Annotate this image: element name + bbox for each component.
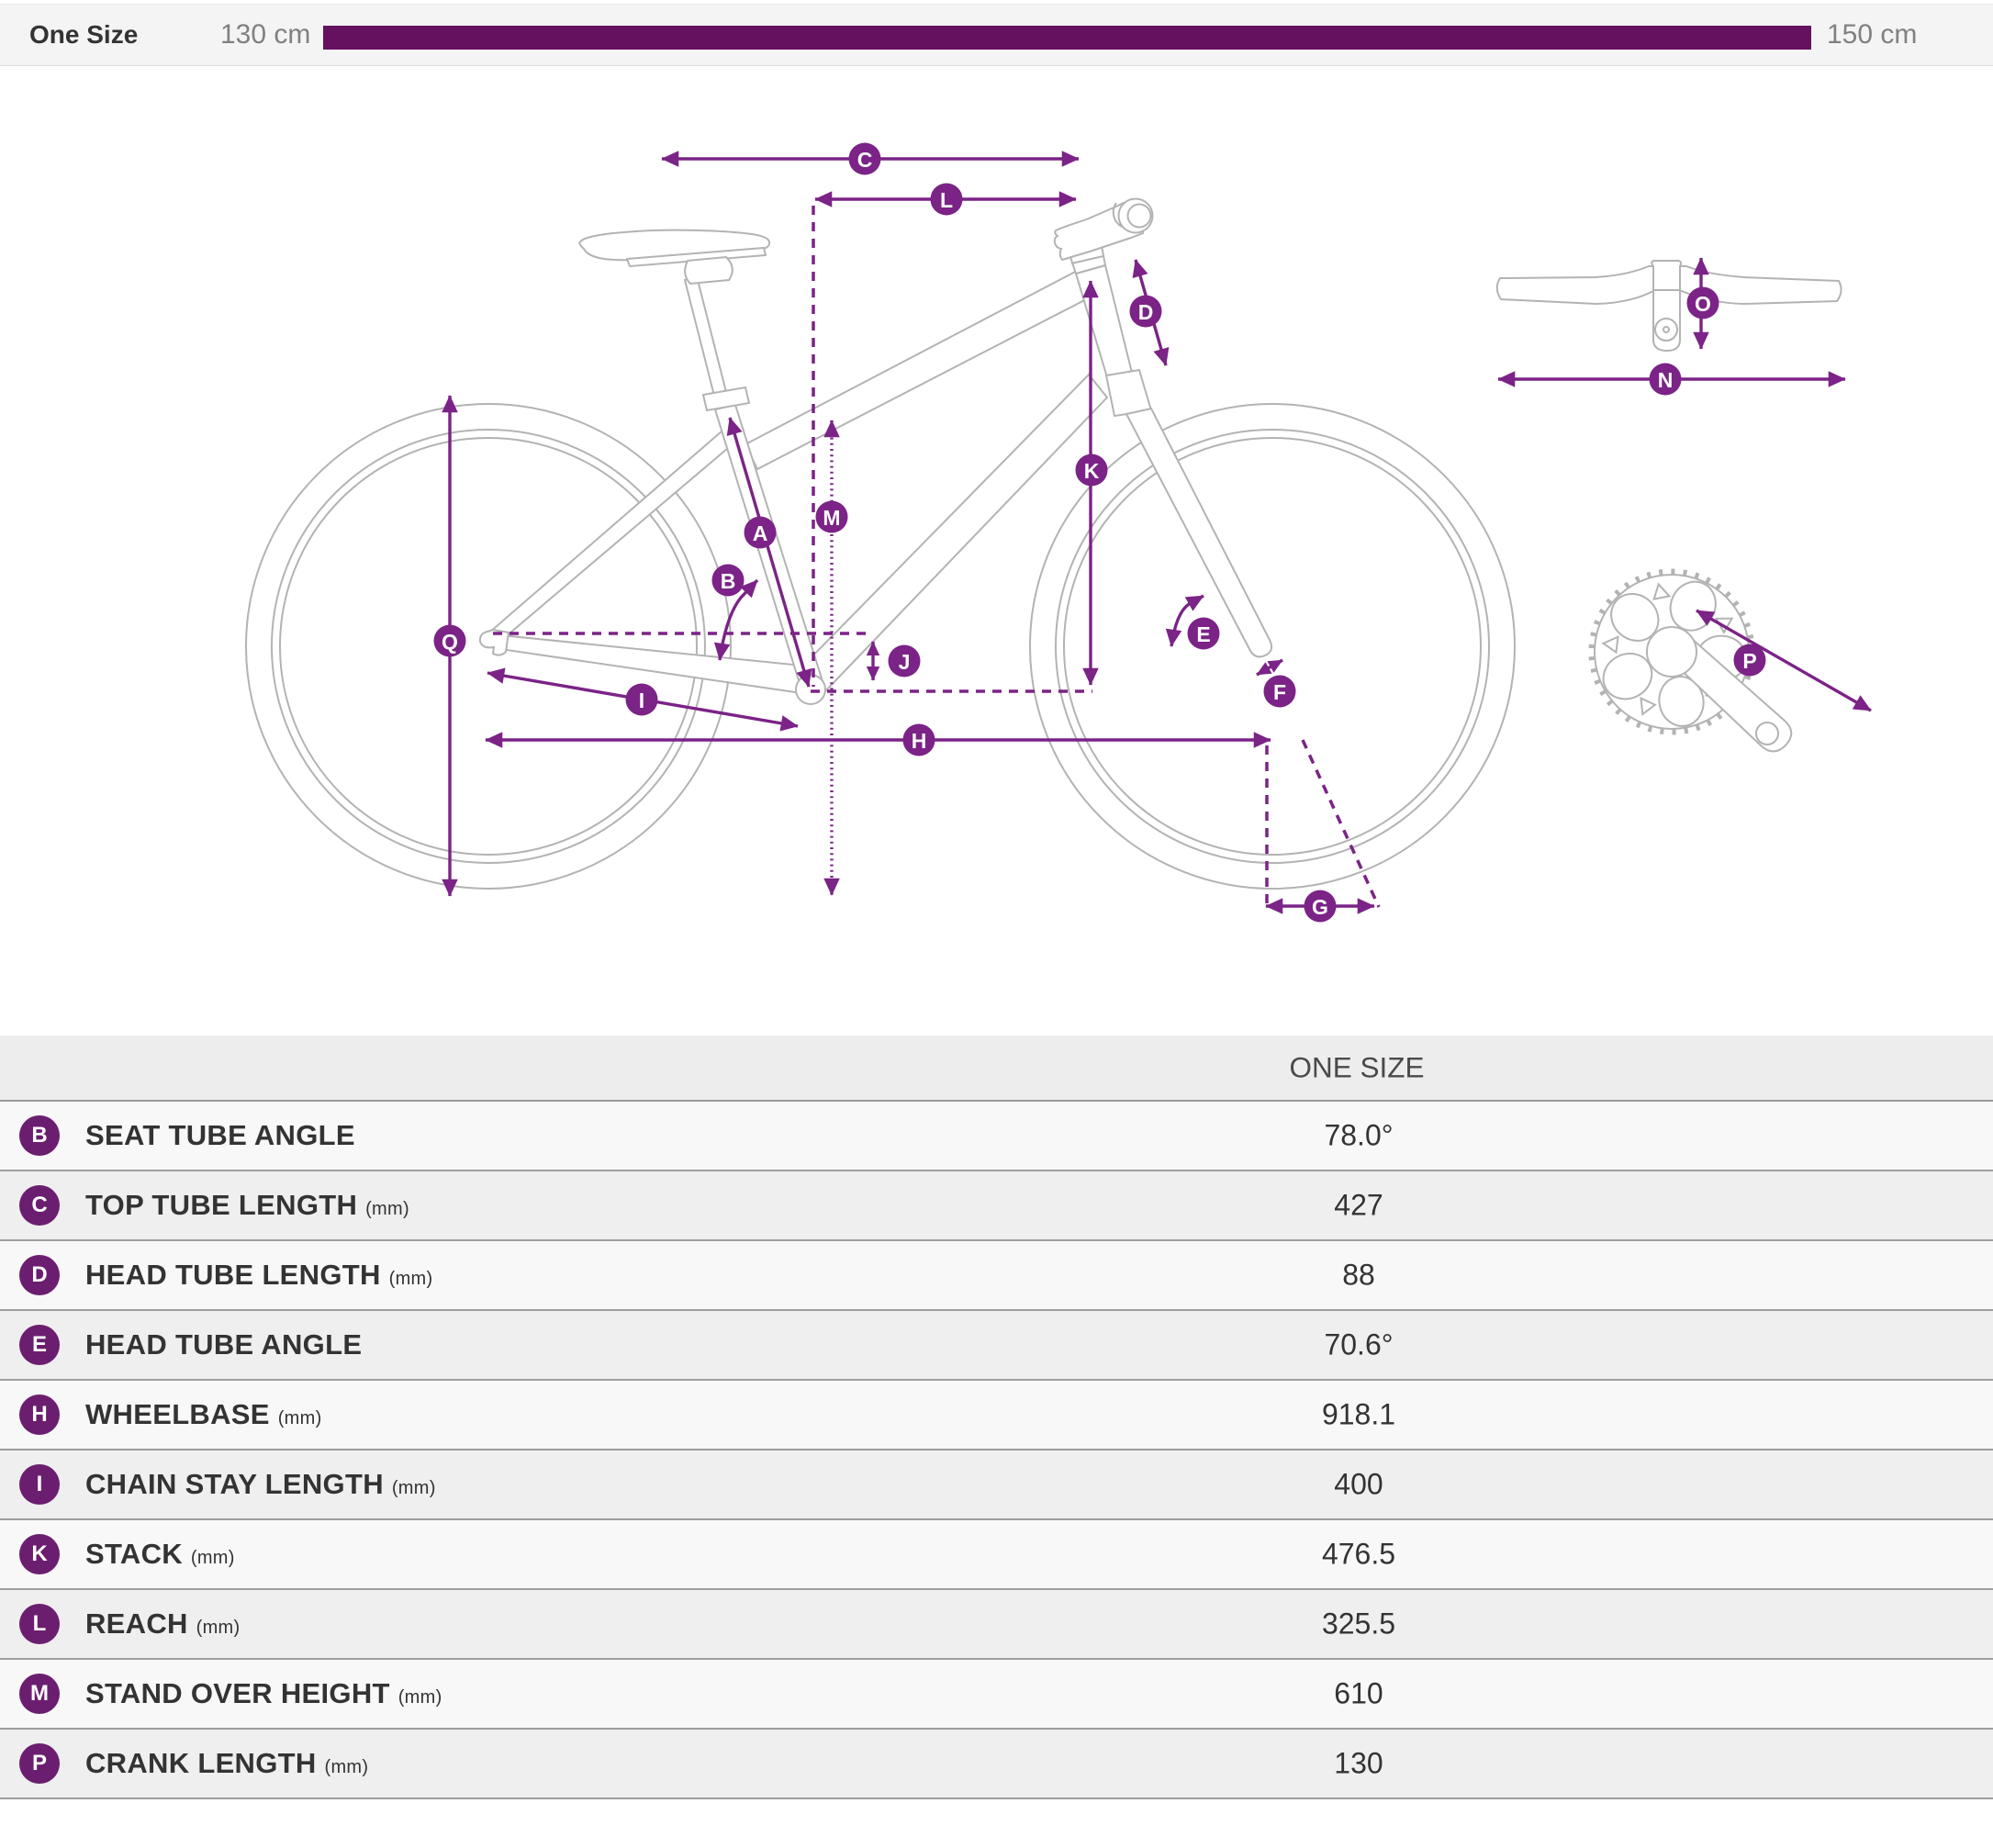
svg-text:I: I (639, 689, 644, 712)
svg-text:H: H (912, 729, 927, 753)
svg-text:D: D (1138, 300, 1154, 324)
svg-text:G: G (1312, 895, 1328, 919)
svg-text:M: M (823, 506, 840, 530)
svg-text:B: B (721, 569, 736, 593)
svg-text:L: L (940, 188, 953, 212)
svg-text:E: E (1196, 622, 1210, 646)
svg-text:K: K (1084, 459, 1100, 483)
svg-text:F: F (1273, 680, 1286, 704)
svg-text:N: N (1658, 368, 1674, 392)
svg-text:O: O (1695, 292, 1711, 316)
svg-text:J: J (899, 650, 911, 674)
svg-text:P: P (1742, 649, 1756, 673)
svg-text:A: A (753, 521, 768, 545)
svg-text:Q: Q (442, 630, 458, 654)
svg-text:C: C (857, 148, 873, 172)
